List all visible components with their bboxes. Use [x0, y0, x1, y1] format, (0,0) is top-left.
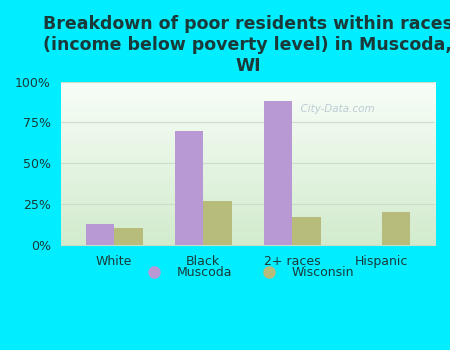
Title: Breakdown of poor residents within races
(income below poverty level) in Muscoda: Breakdown of poor residents within races… [43, 15, 450, 75]
Bar [175, 131, 203, 245]
Bar [203, 201, 232, 245]
Text: City-Data.com: City-Data.com [293, 104, 374, 114]
Bar [382, 212, 410, 245]
Bar [86, 224, 114, 245]
Bar [292, 217, 321, 245]
Legend: Muscoda, Wisconsin: Muscoda, Wisconsin [136, 261, 359, 284]
Bar [114, 229, 143, 245]
Bar [264, 101, 292, 245]
